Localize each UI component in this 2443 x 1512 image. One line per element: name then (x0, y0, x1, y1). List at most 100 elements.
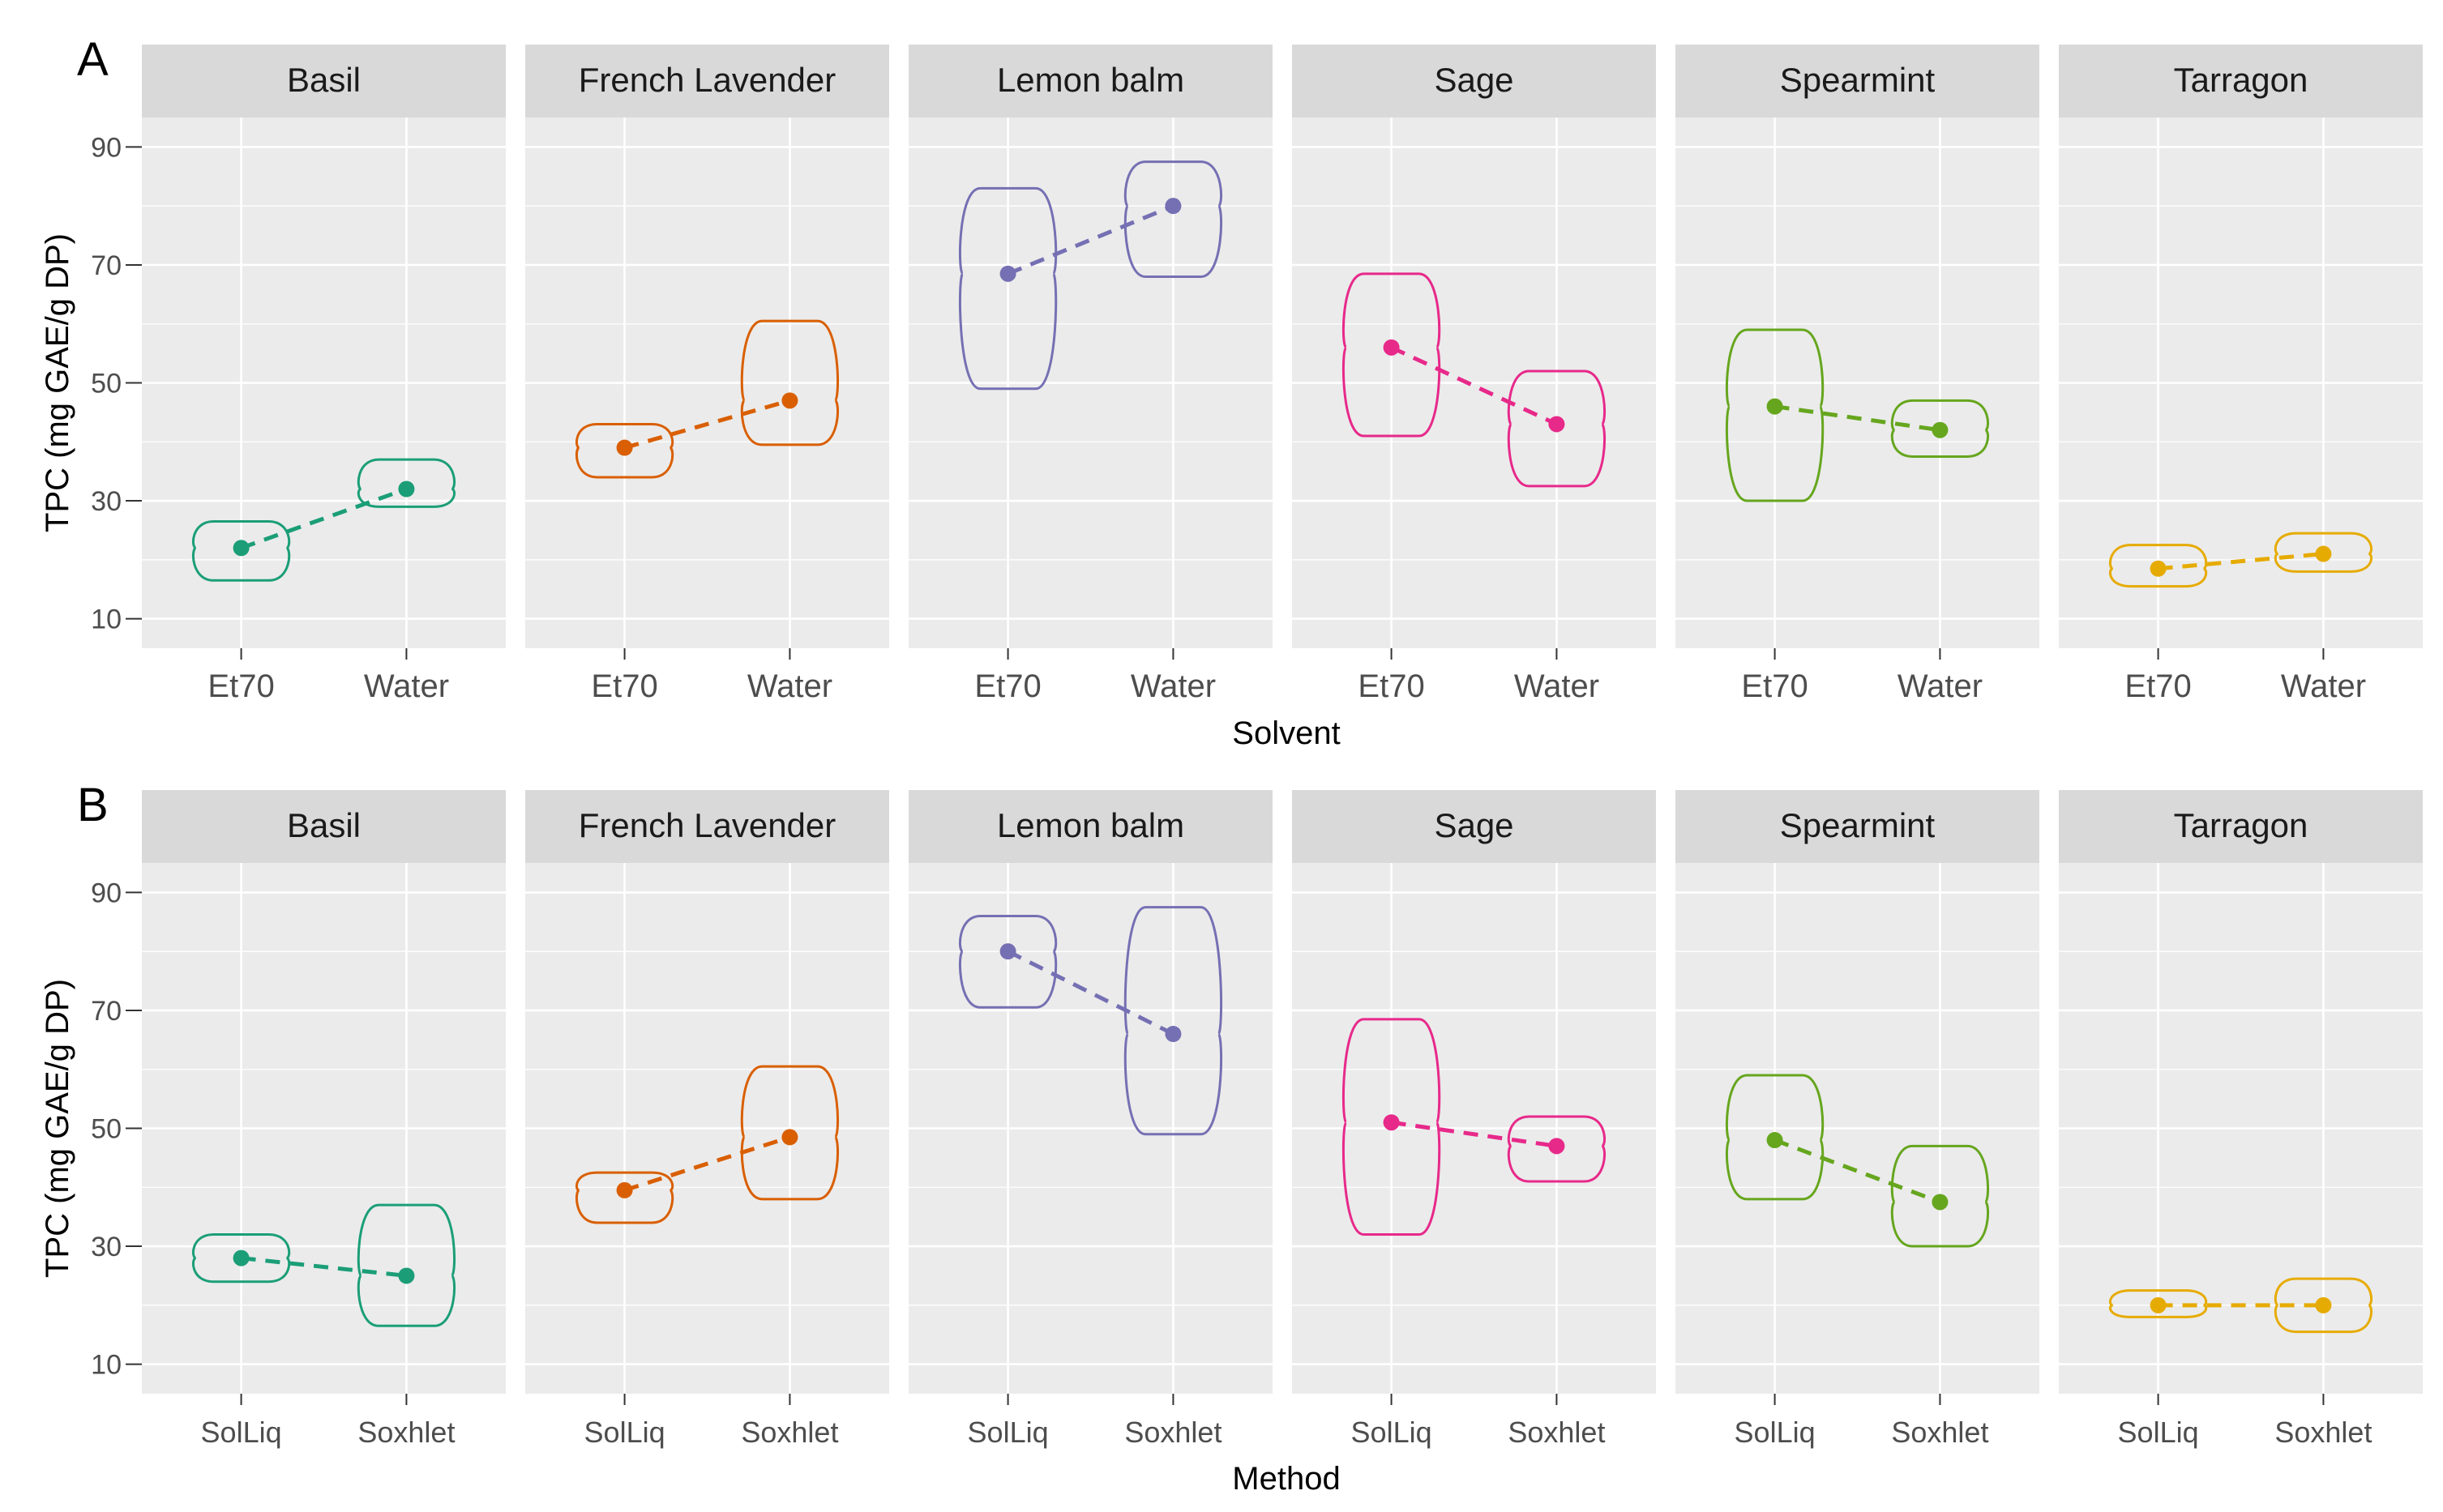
violin (575, 422, 674, 479)
x-tick-label: Water (1514, 668, 1599, 704)
x-tick-label: Et70 (208, 668, 274, 704)
facet-strip (525, 45, 889, 117)
x-tick-label: Soxhlet (741, 1416, 838, 1449)
violin (958, 915, 1058, 1009)
facet-strip (1292, 45, 1656, 117)
y-tick-label: 50 (91, 369, 122, 399)
x-tick-label: SolLiq (1351, 1416, 1432, 1449)
violin (2109, 544, 2208, 588)
x-tick-label: SolLiq (1735, 1416, 1816, 1449)
x-tick-label: Et70 (1358, 668, 1424, 704)
x-tick-label: Soxhlet (1124, 1416, 1222, 1449)
panel-label: B (77, 779, 109, 831)
y-tick-label: 90 (91, 878, 122, 908)
facet-title: Sage (1434, 806, 1513, 844)
x-axis-title: Method (1232, 1461, 1340, 1497)
facet: Lemon balm SolLiq Soxhlet (909, 790, 1273, 1449)
y-tick-label: 70 (91, 996, 122, 1027)
violin (1725, 328, 1825, 502)
mean-connector (1391, 1120, 1557, 1148)
facet: Sage SolLiq Soxhlet (1292, 790, 1656, 1449)
y-tick-label: 70 (91, 250, 122, 281)
violin (740, 1065, 840, 1201)
x-tick-label: Water (1897, 668, 1983, 704)
facet: Sage Et70 Water (1292, 45, 1656, 704)
y-axis-title: TPC (mg GAE/g DP) (40, 233, 75, 532)
violin (1123, 906, 1223, 1136)
x-tick-label: Water (364, 668, 449, 704)
facet-title: Lemon balm (997, 806, 1184, 844)
y-tick-label: 90 (91, 132, 122, 163)
y-tick-label: 10 (91, 1350, 122, 1381)
facet-strip (142, 45, 506, 117)
facet: Basil SolLiq Soxhlet (142, 790, 506, 1449)
facet: Lemon balm Et70 Water (909, 45, 1273, 704)
mean-point (398, 1267, 415, 1284)
x-tick-label: SolLiq (968, 1416, 1049, 1449)
facet: Tarragon SolLiq Soxhlet (2059, 790, 2423, 1449)
facet-strip (525, 790, 889, 863)
violin (1726, 1074, 1825, 1201)
facet-title: French Lavender (579, 61, 836, 99)
facet: Spearmint SolLiq Soxhlet (1675, 790, 2039, 1449)
violin (575, 1171, 674, 1224)
mean-connector (240, 487, 408, 550)
panel-b: B TPC (mg GAE/g DP) 10 30 50 70 90 Method Basil S… (40, 779, 2423, 1497)
x-tick-label: Water (2281, 668, 2366, 704)
x-tick-label: Water (1131, 668, 1216, 704)
facet-strip (1292, 790, 1656, 863)
facet: Basil Et70 Water (142, 45, 506, 704)
x-tick-label: Soxhlet (2274, 1416, 2372, 1449)
facet-title: Tarragon (2174, 61, 2308, 99)
facet-strip (909, 790, 1273, 863)
x-tick-label: Soxhlet (1891, 1416, 1988, 1449)
mean-connector (1007, 203, 1174, 276)
violin (1507, 369, 1607, 488)
x-tick-label: Et70 (1741, 668, 1808, 704)
facet: Tarragon Et70 Water (2059, 45, 2423, 704)
y-tick-label: 30 (91, 1232, 122, 1262)
violin (1890, 1144, 1990, 1248)
mean-connector (241, 1256, 407, 1278)
facet-strip (1675, 45, 2039, 117)
mean-point (1548, 1138, 1565, 1155)
facet: French Lavender SolLiq Soxhlet (525, 790, 889, 1449)
facet-strip (909, 45, 1273, 117)
panel-label: A (77, 33, 109, 86)
violin (2274, 1277, 2373, 1334)
mean-connector (1390, 345, 1558, 426)
facet-title: French Lavender (579, 806, 836, 844)
facet-title: Basil (287, 806, 361, 844)
violin (191, 520, 291, 582)
y-tick-label: 10 (91, 604, 122, 635)
mean-connector (623, 1135, 791, 1193)
x-axis-title: Solvent (1232, 715, 1340, 751)
mean-point (1932, 421, 1949, 438)
y-tick-label: 50 (91, 1114, 122, 1145)
y-axis-title: TPC (mg GAE/g DP) (40, 979, 75, 1278)
x-tick-label: Soxhlet (1508, 1416, 1605, 1449)
violin (1507, 1115, 1607, 1183)
x-tick-label: Et70 (591, 668, 657, 704)
x-tick-label: SolLiq (2118, 1416, 2199, 1449)
facet-strip (142, 790, 506, 863)
facet-title: Tarragon (2174, 806, 2308, 844)
facet: Spearmint Et70 Water (1675, 45, 2039, 704)
facet-strip (2059, 790, 2423, 863)
facet-strip (1675, 790, 2039, 863)
facet-title: Sage (1434, 61, 1513, 99)
x-tick-label: Soxhlet (357, 1416, 455, 1449)
panel-a: A TPC (mg GAE/g DP) 10 30 50 70 90 Solvent Basil… (40, 33, 2423, 751)
violin (1341, 272, 1441, 438)
violin (740, 319, 840, 446)
y-tick-label: 30 (91, 486, 122, 517)
facet-title: Spearmint (1780, 806, 1936, 844)
violin (192, 1233, 291, 1283)
mean-connector (2158, 552, 2324, 571)
facet: French Lavender Et70 Water (525, 45, 889, 704)
x-tick-label: Et70 (974, 668, 1041, 704)
mean-connector (1007, 949, 1174, 1036)
mean-connector (1774, 404, 1940, 433)
violin (1123, 160, 1223, 278)
